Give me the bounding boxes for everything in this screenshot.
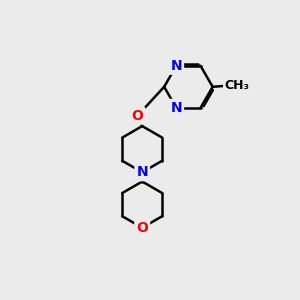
Text: N: N bbox=[136, 165, 148, 179]
Text: O: O bbox=[132, 109, 143, 123]
Text: N: N bbox=[170, 59, 182, 73]
Text: CH₃: CH₃ bbox=[225, 79, 250, 92]
Text: N: N bbox=[170, 101, 182, 115]
Text: O: O bbox=[136, 221, 148, 235]
